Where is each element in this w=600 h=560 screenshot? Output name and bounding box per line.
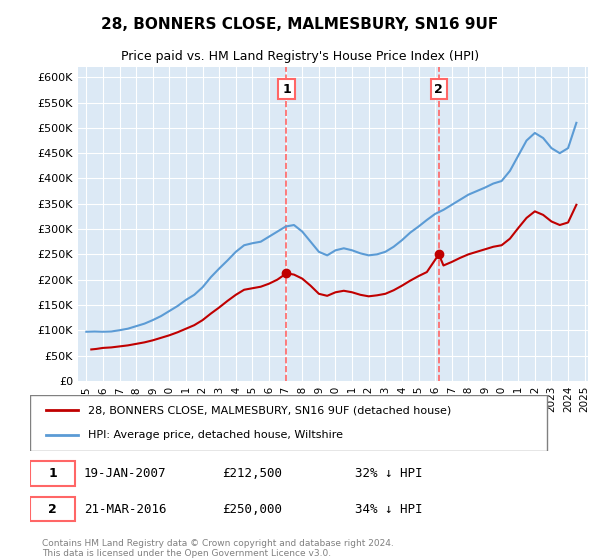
Text: £250,000: £250,000 xyxy=(222,503,282,516)
Text: 2: 2 xyxy=(49,503,57,516)
Text: Price paid vs. HM Land Registry's House Price Index (HPI): Price paid vs. HM Land Registry's House … xyxy=(121,50,479,63)
Text: 28, BONNERS CLOSE, MALMESBURY, SN16 9UF: 28, BONNERS CLOSE, MALMESBURY, SN16 9UF xyxy=(101,17,499,32)
Text: £212,500: £212,500 xyxy=(222,467,282,480)
Text: 2: 2 xyxy=(434,83,443,96)
Text: 19-JAN-2007: 19-JAN-2007 xyxy=(84,467,166,480)
FancyBboxPatch shape xyxy=(30,461,75,486)
Text: 1: 1 xyxy=(282,83,291,96)
Text: 1: 1 xyxy=(49,467,57,480)
Text: 21-MAR-2016: 21-MAR-2016 xyxy=(84,503,166,516)
Text: Contains HM Land Registry data © Crown copyright and database right 2024.
This d: Contains HM Land Registry data © Crown c… xyxy=(42,539,394,558)
Text: 34% ↓ HPI: 34% ↓ HPI xyxy=(355,503,423,516)
Text: 32% ↓ HPI: 32% ↓ HPI xyxy=(355,467,423,480)
FancyBboxPatch shape xyxy=(30,497,75,521)
FancyBboxPatch shape xyxy=(30,395,547,451)
Text: HPI: Average price, detached house, Wiltshire: HPI: Average price, detached house, Wilt… xyxy=(88,430,343,440)
Text: 28, BONNERS CLOSE, MALMESBURY, SN16 9UF (detached house): 28, BONNERS CLOSE, MALMESBURY, SN16 9UF … xyxy=(88,405,451,416)
